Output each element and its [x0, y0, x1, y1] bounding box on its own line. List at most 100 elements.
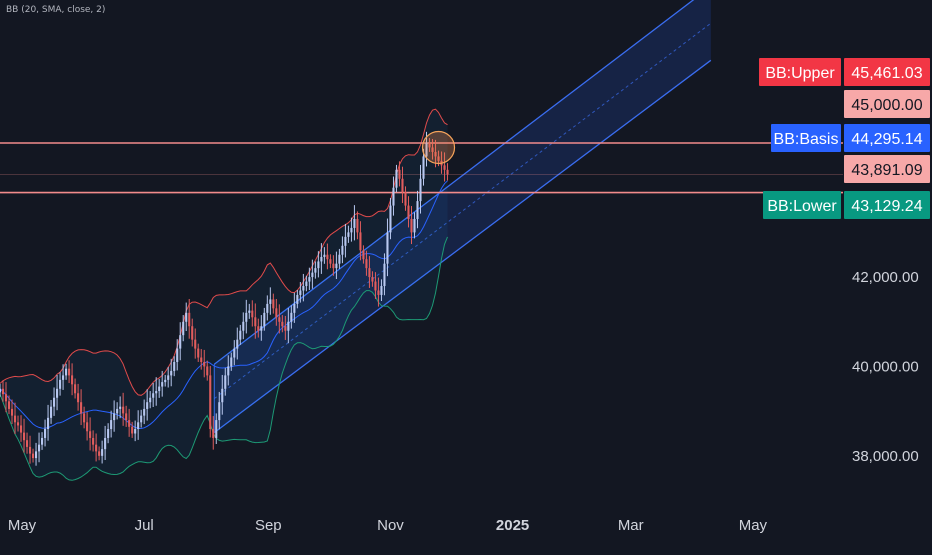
candle	[224, 367, 227, 396]
candle-body	[179, 335, 182, 349]
candle-body	[410, 218, 413, 233]
candle	[74, 378, 77, 399]
x-tick-label: Sep	[255, 517, 282, 534]
candle	[368, 256, 371, 288]
candle-body	[125, 413, 128, 421]
candle-body	[254, 317, 257, 327]
candle-body	[167, 375, 170, 380]
candle-body	[161, 382, 164, 387]
candle-body	[341, 245, 344, 255]
candle-body	[13, 415, 17, 423]
candle	[206, 360, 209, 381]
candle-body	[37, 444, 41, 452]
candle-body	[80, 402, 83, 414]
bb-lower-tag: BB:Lower	[767, 198, 837, 215]
candle	[398, 161, 401, 187]
candle	[173, 356, 176, 377]
candle	[86, 412, 89, 441]
candle-body	[0, 388, 2, 393]
candle	[335, 251, 338, 280]
bb-upper-tag: BB:Upper	[765, 65, 835, 82]
candle	[401, 166, 404, 204]
candle-body	[149, 397, 152, 403]
candle-body	[191, 326, 194, 340]
candle	[428, 138, 431, 152]
candle-body	[392, 187, 395, 206]
candle-body	[140, 415, 143, 423]
candle	[320, 243, 323, 274]
candle-body	[128, 420, 131, 427]
candle	[155, 377, 158, 406]
candle-body	[104, 437, 107, 450]
candle	[137, 410, 140, 440]
candle	[101, 440, 104, 464]
candle	[68, 360, 71, 384]
candle	[0, 383, 2, 397]
candle	[416, 190, 419, 229]
candle-body	[395, 169, 398, 188]
candle	[302, 273, 305, 302]
candle-body	[221, 388, 224, 403]
candle	[40, 432, 44, 450]
candle	[266, 295, 269, 321]
candle	[383, 253, 386, 296]
candle-body	[269, 299, 272, 304]
candle-body	[416, 201, 419, 219]
candle	[98, 446, 101, 461]
parallel-channel[interactable]	[213, 0, 712, 434]
candle-body	[53, 397, 56, 407]
candle-body	[230, 357, 233, 367]
candle-body	[377, 290, 380, 295]
y-tick-label: 38,000.00	[852, 448, 919, 465]
candle	[143, 399, 146, 425]
candle-body	[119, 406, 122, 409]
annotations[interactable]	[421, 130, 456, 165]
candle-body	[158, 386, 161, 392]
indicator-legend[interactable]: BB (20, SMA, close, 2)	[6, 5, 106, 15]
candle-body	[305, 281, 308, 287]
candle-body	[407, 205, 410, 219]
candle-body	[356, 218, 359, 233]
time-axis[interactable]: May Jul Sep Nov 2025 Mar May	[8, 517, 768, 534]
candle	[317, 251, 320, 278]
x-tick-label: May	[739, 517, 768, 534]
candle-body	[287, 321, 290, 331]
candle-body	[107, 429, 110, 438]
candle-body	[320, 256, 323, 262]
candle-body	[110, 420, 113, 430]
candle-body	[350, 227, 353, 233]
candle	[13, 402, 17, 434]
candle-body	[272, 299, 275, 309]
candle-body	[314, 268, 317, 273]
candle	[212, 416, 215, 450]
candle-body	[4, 394, 8, 402]
bollinger-bands	[0, 108, 448, 481]
candle	[200, 349, 203, 370]
candle	[77, 383, 80, 411]
candle	[287, 307, 290, 344]
candle	[125, 405, 128, 427]
candle-body	[431, 147, 434, 152]
candle-body	[233, 348, 236, 358]
price-axis[interactable]: 38,000.00 40,000.00 42,000.00	[852, 269, 919, 465]
candle	[362, 245, 365, 264]
candle-body	[44, 429, 47, 438]
candle-body	[251, 310, 254, 318]
bb-fill	[0, 109, 448, 481]
candle	[161, 370, 164, 397]
candle-body	[185, 312, 188, 322]
candle	[110, 410, 113, 438]
price-labels: 45,461.03 BB:Upper 45,000.00 44,295.14 BB:Ba…	[759, 58, 930, 219]
candle-body	[212, 429, 215, 438]
candle	[203, 349, 206, 378]
candle-body	[266, 303, 269, 313]
candle	[371, 271, 374, 287]
candle	[71, 363, 74, 396]
candle-body	[65, 368, 68, 376]
candle	[209, 366, 212, 438]
candle	[158, 378, 161, 398]
candle	[359, 221, 362, 261]
candle-body	[380, 286, 383, 295]
